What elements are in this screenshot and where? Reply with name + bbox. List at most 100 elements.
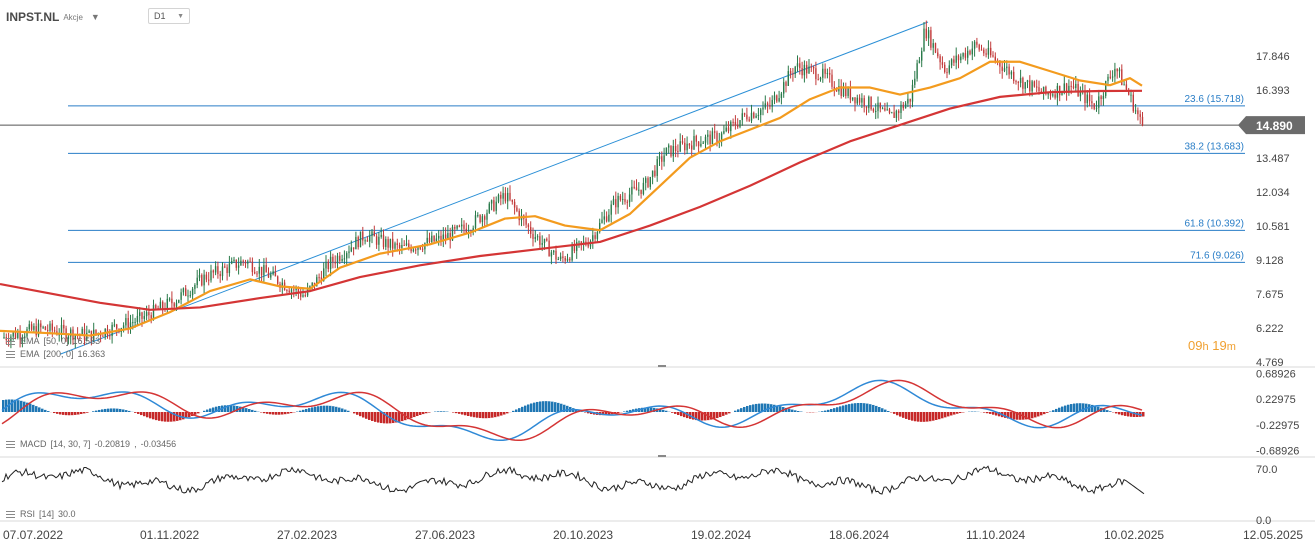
- candle-body: [530, 227, 532, 234]
- candle-body: [263, 265, 265, 276]
- candle-body: [247, 261, 249, 264]
- candle-body: [431, 235, 433, 243]
- macd-histogram-bar: [368, 412, 371, 420]
- macd-histogram-bar: [125, 410, 128, 412]
- candle-body: [663, 155, 665, 162]
- candle-body: [617, 195, 619, 208]
- candle-body: [930, 30, 932, 48]
- candle-body: [840, 86, 842, 97]
- macd-histogram-bar: [41, 408, 44, 412]
- macd-histogram-bar: [758, 403, 761, 412]
- macd-histogram-bar: [833, 408, 836, 412]
- macd-histogram-bar: [167, 412, 170, 422]
- candle-body: [438, 235, 440, 239]
- candle-body: [454, 226, 456, 229]
- macd-histogram-bar: [1067, 404, 1070, 412]
- candle-countdown: 09h 19m: [1188, 338, 1236, 353]
- candle-body: [1045, 86, 1047, 94]
- legend-rsi[interactable]: RSI [14] 30.0: [6, 509, 80, 519]
- symbol-selector[interactable]: INPST.NL Akcje ▼: [6, 8, 100, 26]
- timeframe-selector[interactable]: D1 ▼: [148, 8, 190, 24]
- candle-body: [978, 44, 980, 50]
- candle-body: [1121, 69, 1123, 86]
- candle-body: [946, 72, 948, 74]
- macd-histogram-bar: [413, 412, 416, 418]
- candle-body: [346, 253, 348, 259]
- candle-body: [716, 132, 718, 143]
- macd-histogram-bar: [335, 406, 338, 412]
- macd-histogram-bar: [20, 400, 23, 412]
- candle-body: [773, 95, 776, 100]
- candle-body: [587, 244, 589, 247]
- macd-histogram-bar: [1016, 412, 1019, 420]
- candle-body: [355, 237, 357, 250]
- candle-body: [553, 250, 555, 253]
- candle-body: [44, 326, 47, 330]
- candle-body: [700, 143, 702, 147]
- candle-body: [833, 86, 835, 90]
- candle-body: [143, 316, 145, 319]
- candle-body: [642, 182, 645, 194]
- legend-ema50[interactable]: EMA [50, 0] 16.583: [6, 336, 104, 346]
- macd-histogram-bar: [542, 401, 545, 412]
- candle-body: [849, 87, 852, 100]
- candle-body: [771, 99, 773, 107]
- time-tick-label: 01.11.2022: [140, 528, 199, 542]
- macd-histogram-bar: [206, 409, 209, 412]
- candle-body: [102, 335, 104, 337]
- macd-histogram-bar: [290, 412, 293, 414]
- candle-body: [189, 295, 191, 297]
- macd-histogram-bar: [776, 405, 779, 412]
- time-tick-label: 11.10.2024: [966, 528, 1025, 542]
- candle-body: [198, 275, 201, 278]
- candle-body: [863, 98, 865, 107]
- macd-histogram-bar: [305, 408, 308, 412]
- candle-body: [405, 243, 408, 246]
- macd-histogram-bar: [845, 404, 848, 412]
- candle-body: [674, 146, 677, 152]
- candle-body: [472, 228, 474, 232]
- candle-body: [435, 238, 438, 242]
- candle-body: [463, 224, 465, 229]
- macd-histogram-bar: [983, 412, 986, 413]
- legend-ema200[interactable]: EMA [200, 0] 16.363: [6, 349, 109, 359]
- candle-body: [861, 98, 863, 103]
- time-tick-label: 07.07.2022: [3, 528, 63, 542]
- macd-histogram-bar: [332, 406, 335, 412]
- candle-body: [969, 50, 971, 55]
- candle-body: [626, 201, 628, 203]
- macd-histogram-bar: [764, 403, 767, 412]
- macd-histogram-bar: [236, 406, 239, 412]
- candle-body: [134, 321, 136, 323]
- candle-body: [428, 237, 431, 243]
- candle-body: [309, 286, 311, 289]
- candle-body: [870, 96, 872, 110]
- candle-body: [1033, 81, 1036, 87]
- candle-body: [962, 53, 964, 57]
- macd-histogram-bar: [938, 412, 941, 420]
- macd-histogram-bar: [725, 412, 728, 415]
- candle-body: [845, 87, 847, 96]
- candle-body: [569, 258, 571, 261]
- macd-histogram-bar: [899, 412, 902, 417]
- candle-body: [249, 261, 251, 263]
- candle-body: [727, 127, 730, 132]
- macd-histogram-bar: [176, 412, 179, 421]
- candle-body: [605, 216, 608, 222]
- candle-body: [1098, 96, 1100, 108]
- macd-histogram-bar: [341, 408, 344, 412]
- candle-body: [746, 114, 748, 120]
- candle-body: [447, 233, 449, 239]
- macd-histogram-bar: [17, 400, 20, 412]
- candle-body: [902, 104, 904, 109]
- macd-histogram-bar: [914, 412, 917, 422]
- candle-body: [950, 59, 953, 66]
- macd-histogram-bar: [863, 403, 866, 412]
- macd-histogram-bar: [464, 412, 467, 416]
- macd-tick-label: 0.22975: [1256, 394, 1296, 406]
- candle-body: [661, 156, 663, 162]
- candle-body: [1068, 85, 1070, 93]
- candle-body: [1052, 94, 1054, 96]
- legend-macd[interactable]: MACD [14, 30, 7] -0.20819, -0.03456: [6, 439, 180, 449]
